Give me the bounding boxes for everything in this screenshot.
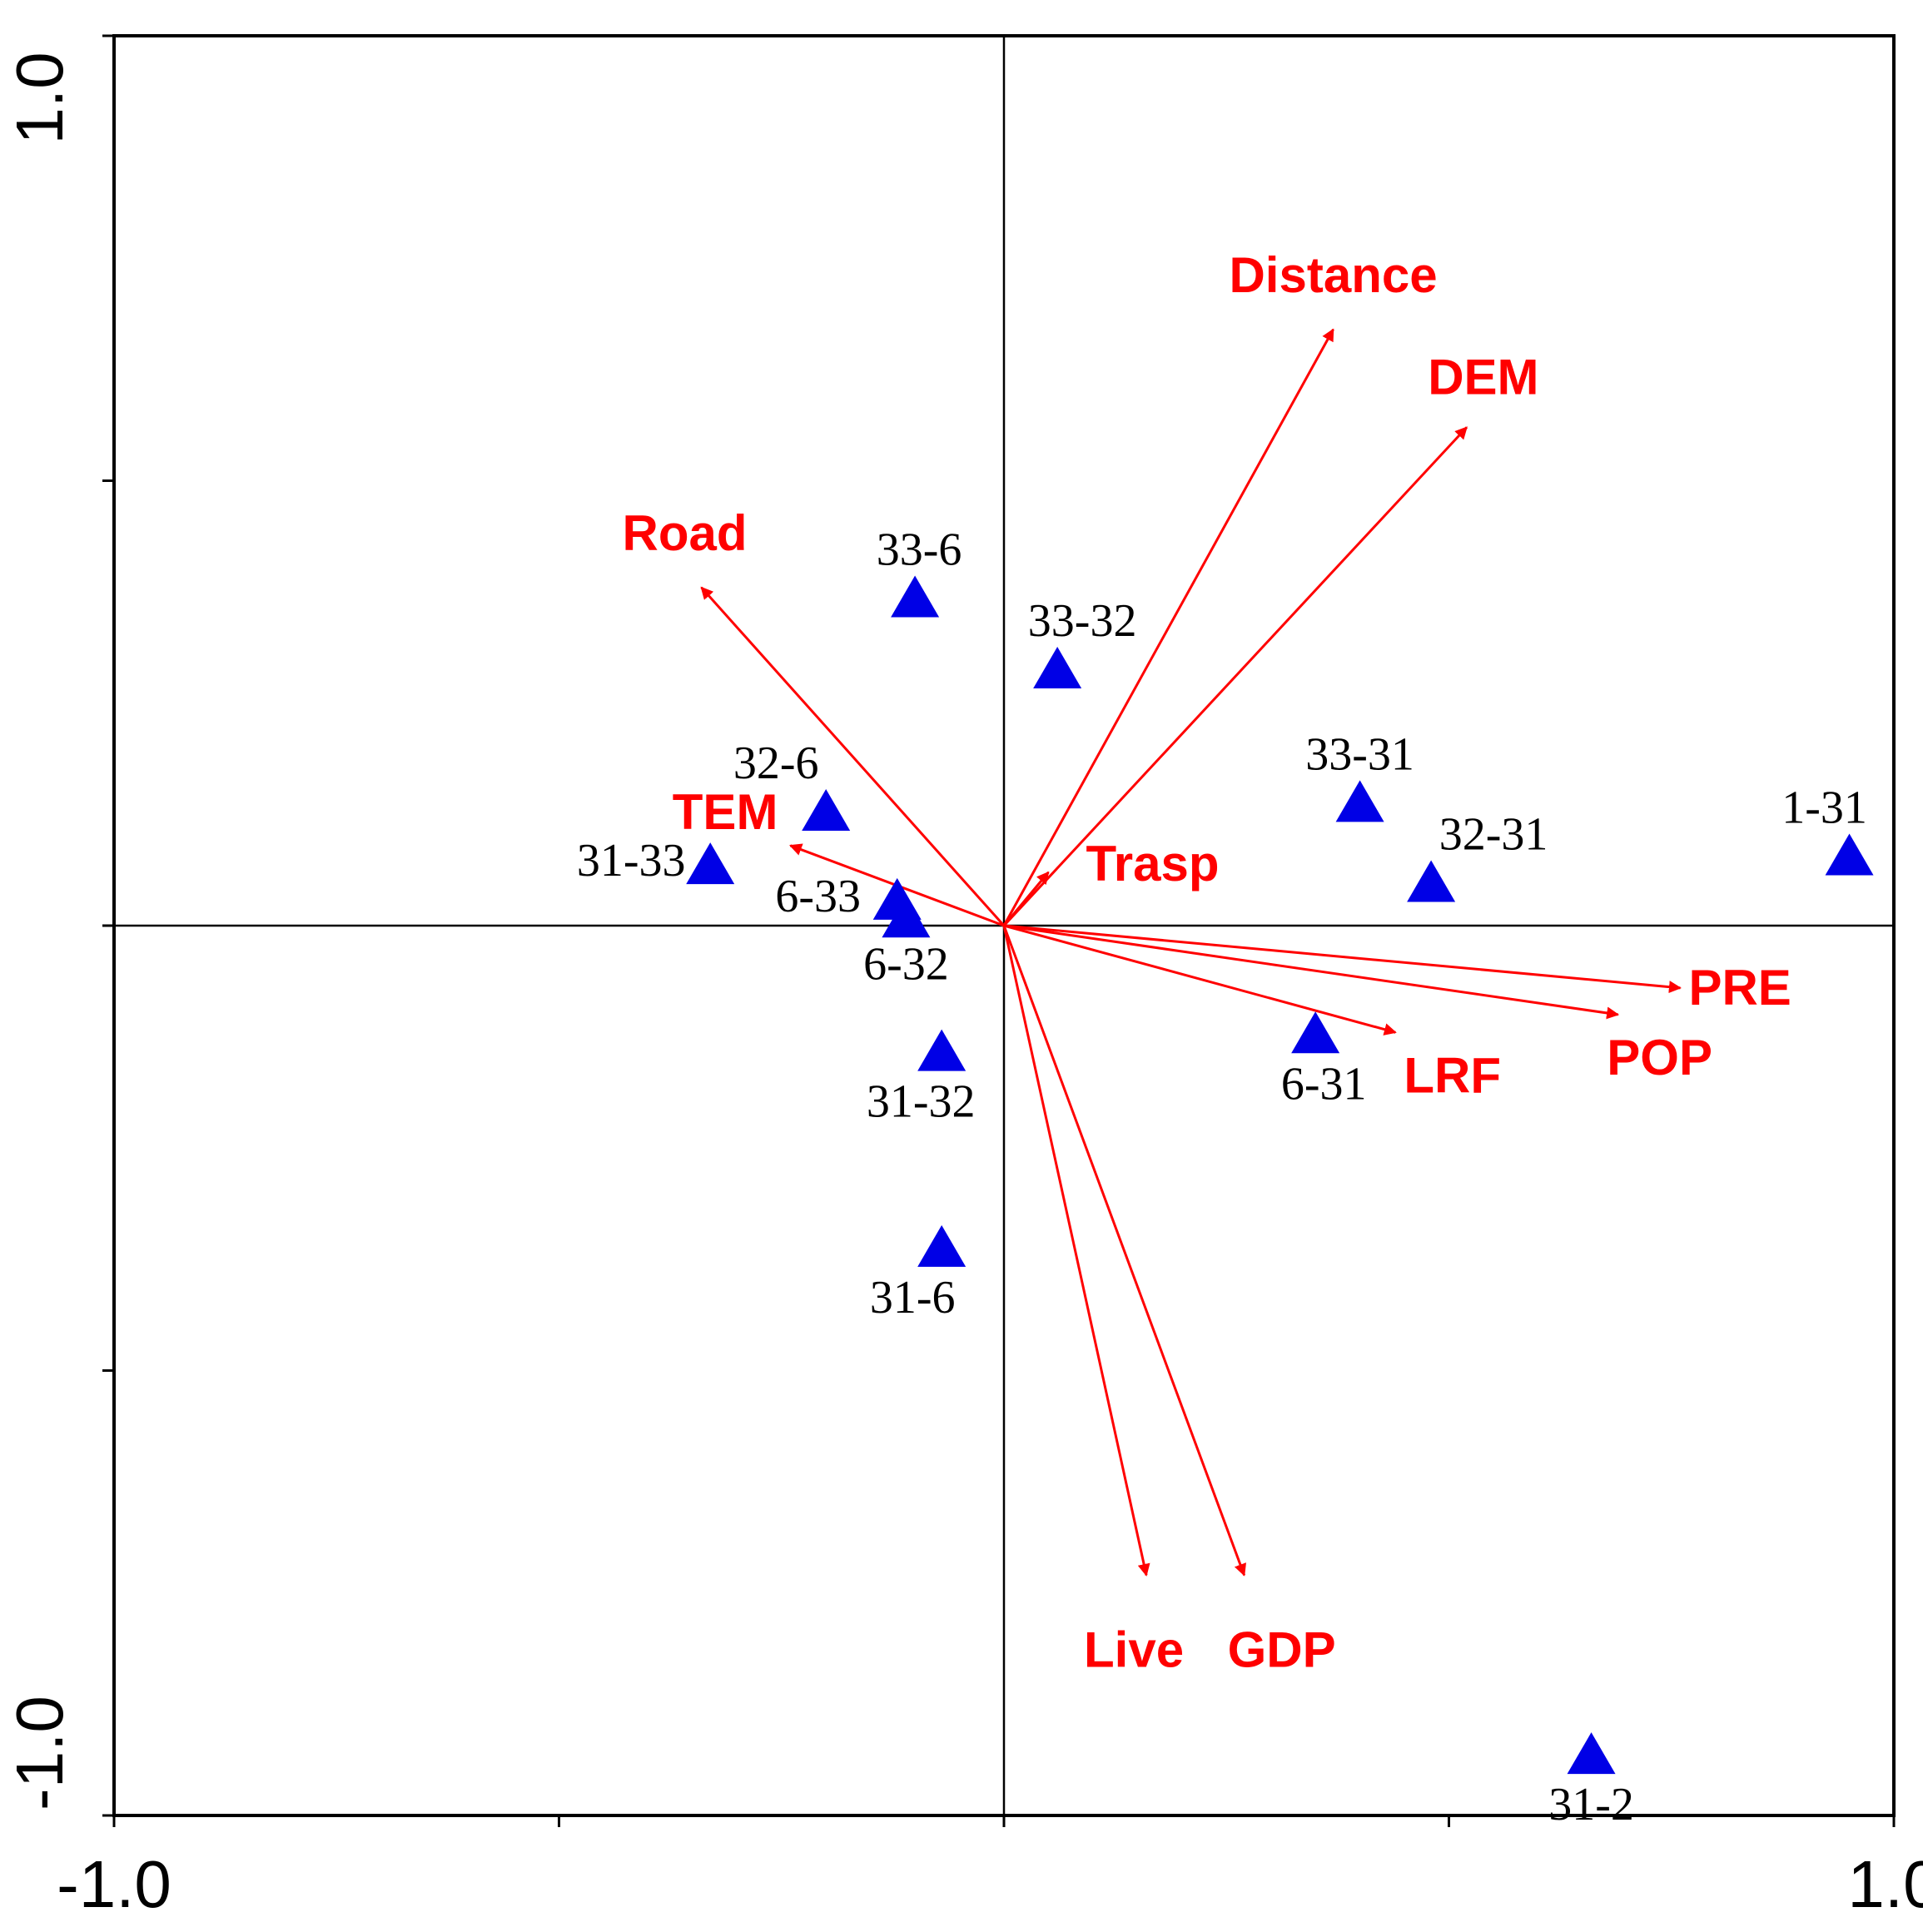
vector-label-live: Live <box>1084 1622 1184 1677</box>
vector-label-lrf: LRF <box>1404 1047 1501 1103</box>
site-label-33-31: 33-31 <box>1305 728 1414 780</box>
site-label-32-6: 32-6 <box>733 738 819 789</box>
site-label-32-31: 32-31 <box>1439 809 1548 861</box>
vector-arrow-pop <box>1003 924 1620 1020</box>
site-point-31-6 <box>917 1224 966 1267</box>
site-point-33-6 <box>891 575 940 618</box>
site-point-32-6 <box>802 789 851 832</box>
vector-arrow-gdp <box>1002 925 1246 1577</box>
vector-arrows: Distance DEM Road TEM Trasp PRE POP LRF Live GDP <box>623 247 1791 1678</box>
vector-arrow-trasp <box>1002 871 1050 926</box>
site-label-31-33: 31-33 <box>577 835 686 887</box>
site-point-1-31 <box>1825 833 1874 876</box>
vector-arrow-lrf <box>1003 924 1397 1036</box>
vector-arrow-road <box>700 586 1006 927</box>
site-point-31-32 <box>917 1029 966 1071</box>
site-point-31-33 <box>686 842 735 885</box>
site-label-31-32: 31-32 <box>867 1076 976 1128</box>
site-label-6-32: 6-32 <box>863 938 949 990</box>
vector-arrow-pre <box>1003 924 1682 994</box>
y-tick-label: 1.0 <box>2 52 77 144</box>
site-label-31-2: 31-2 <box>1548 1779 1634 1830</box>
site-label-33-32: 33-32 <box>1028 595 1137 647</box>
site-label-33-6: 33-6 <box>877 524 962 575</box>
vector-arrow-live <box>1002 925 1150 1577</box>
vector-label-trasp: Trasp <box>1086 836 1219 892</box>
vector-label-dem: DEM <box>1428 349 1538 405</box>
vector-arrow-distance <box>1002 328 1334 926</box>
site-point-6-32 <box>882 896 931 938</box>
site-label-6-31: 6-31 <box>1281 1058 1367 1110</box>
site-point-31-2 <box>1567 1732 1616 1775</box>
x-tick-label: 1.0 <box>1847 1847 1923 1921</box>
site-point-33-31 <box>1335 780 1384 822</box>
vector-label-distance: Distance <box>1229 247 1437 303</box>
vector-label-pop: POP <box>1607 1030 1712 1085</box>
site-label-1-31: 1-31 <box>1781 782 1867 833</box>
site-points: 33-6 33-32 32-6 31-33 6-336-32 31-32 31-6 33-31… <box>577 524 1874 1830</box>
axes: -1.0 1.0 1.0 -1.0 <box>2 34 1923 1921</box>
site-point-33-32 <box>1033 646 1082 688</box>
vector-label-tem: TEM <box>673 784 778 840</box>
vector-label-road: Road <box>623 505 748 561</box>
site-point-32-31 <box>1407 860 1456 902</box>
site-label-31-6: 31-6 <box>870 1272 956 1324</box>
vector-label-pre: PRE <box>1688 960 1791 1016</box>
site-point-6-31 <box>1291 1011 1340 1054</box>
vector-label-gdp: GDP <box>1228 1622 1336 1677</box>
y-tick-label: -1.0 <box>2 1696 77 1810</box>
vector-arrow-dem <box>1002 426 1468 927</box>
x-tick-label: -1.0 <box>57 1847 171 1921</box>
site-label-6-33: 6-33 <box>775 871 861 922</box>
